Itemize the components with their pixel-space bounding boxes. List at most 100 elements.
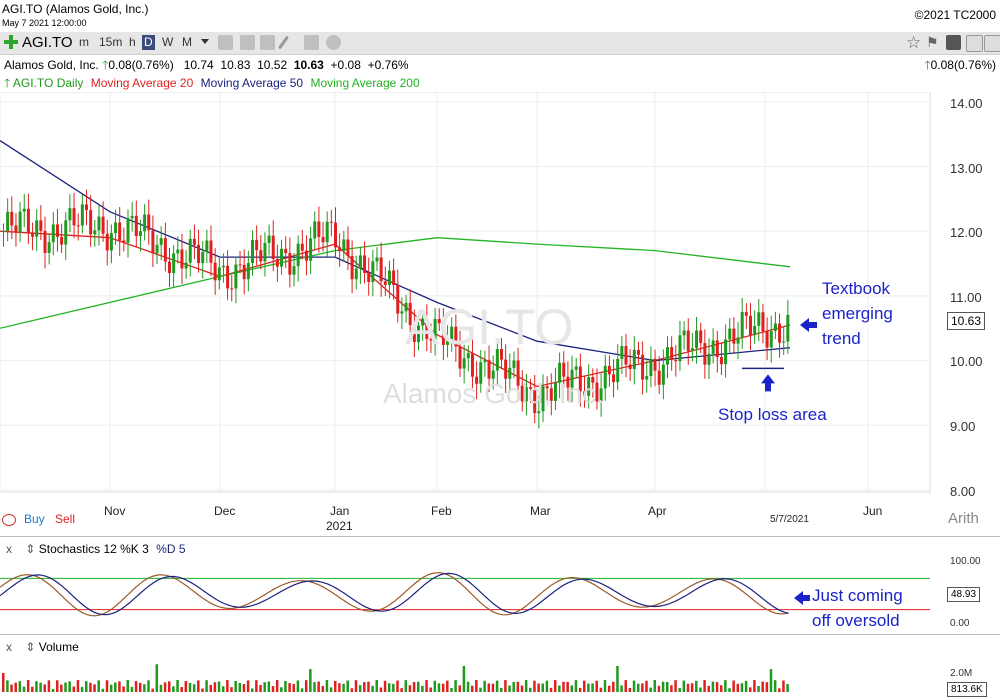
volume-bar [628,688,632,692]
volume-bar [641,683,644,692]
scale-label[interactable]: Arith [948,510,979,527]
note-icon[interactable] [304,35,319,50]
grid-icon[interactable] [260,35,275,50]
candle-body [80,204,84,226]
stoch-d-label[interactable]: %D 5 [156,542,186,556]
candle-body [217,267,221,281]
star-icon[interactable]: ☆ [906,33,922,52]
candle-body [97,216,101,231]
candle-body [387,270,391,285]
interval-d[interactable]: D [142,35,155,50]
minimize-icon[interactable] [966,35,983,52]
volume-bar [578,687,582,692]
volume-bar [255,680,258,692]
legend-series[interactable]: AGI.TO Daily [12,76,84,90]
add-symbol-icon[interactable] [4,35,18,49]
current-date-label: 5/7/2021 [770,514,809,525]
buy-button[interactable]: Buy [24,512,45,526]
volume-bar [80,686,84,692]
interval-mo[interactable]: M [182,35,192,49]
volume-bar [645,680,648,692]
volume-bar [620,685,623,692]
series-line-moving-average-200 [0,237,791,329]
candle-body [508,367,512,379]
candle-body [603,365,607,389]
volume-bar [97,680,100,692]
interval-dropdown-icon[interactable] [201,39,209,44]
volume-tick: 2.0M [950,668,973,679]
candle-body [288,253,292,275]
candle-body [753,325,757,336]
candle-body [172,253,176,274]
volume-bar [744,680,748,692]
candle-body [358,255,362,269]
price-tick: 13.00 [950,161,983,176]
volume-bar [72,686,76,692]
candle-body [209,240,213,263]
candle-body [213,262,217,281]
candle-body [583,391,586,396]
quote-change-pct: 0.08(0.76%) [108,58,174,72]
draw-icon[interactable] [277,35,290,50]
share-icon[interactable] [946,35,961,50]
candle-body [740,312,744,338]
candle-body [641,354,645,380]
trade-icon[interactable] [2,514,16,526]
stochastics-chart[interactable] [0,560,1000,632]
candle-body [192,238,196,245]
candle-body [47,242,51,253]
candle-body [2,231,5,233]
volume-bar [317,681,320,692]
volume-bar [433,680,437,692]
annotation-line: off oversold [812,611,900,630]
interval-m[interactable]: m [79,35,89,49]
legend: 🡑 AGI.TO Daily Moving Average 20 Moving … [4,74,420,95]
volume-bar [201,688,204,692]
candle-body [670,347,674,360]
legend-ma50[interactable]: Moving Average 50 [200,76,304,90]
chart-type-icon[interactable] [218,35,233,50]
candle-body [105,233,109,251]
volume-bar [89,682,92,692]
candle-body [699,330,703,344]
volume-bar [371,685,374,692]
legend-ma20[interactable]: Moving Average 20 [90,76,194,90]
candle-body [607,365,611,375]
volume-label[interactable]: Volume [38,640,79,654]
volume-bar [259,684,262,692]
flag-icon[interactable]: ⚑ [926,34,939,50]
quote-right-change: 0.08(0.76%) [930,58,996,72]
interval-15m[interactable]: 15m [99,35,123,49]
volume-bar [512,681,515,692]
stoch-label[interactable]: Stochastics 12 %K 3 [38,542,149,556]
stoch-header: x ⇕ Stochastics 12 %K 3 %D 5 [6,542,186,556]
settings-icon[interactable] [326,35,341,50]
candle-body [715,340,719,358]
volume-chart[interactable] [0,656,1000,700]
close-icon[interactable]: x [6,542,12,556]
move-icon[interactable]: ⇕ [25,542,36,556]
indicator-icon[interactable] [240,35,255,50]
move-icon[interactable]: ⇕ [25,640,36,654]
volume-bar [387,683,391,692]
volume-bar [47,680,51,692]
volume-bar [325,680,329,692]
close-icon[interactable]: x [6,640,12,654]
volume-bar [342,683,345,692]
volume-bar [39,682,42,692]
candle-body [342,239,346,252]
maximize-icon[interactable] [984,35,1000,52]
volume-bar [85,681,88,692]
symbol-field[interactable]: AGI.TO [22,34,73,51]
candle-body [466,353,470,359]
candle-body [761,312,765,332]
volume-bar [155,664,159,692]
candle-body [263,242,267,262]
volume-bar [728,688,731,692]
interval-h[interactable]: h [129,35,136,49]
annotation-textbook: Textbook emerging trend [822,276,893,351]
price-chart[interactable] [0,92,1000,502]
interval-w[interactable]: W [162,35,174,49]
legend-ma200[interactable]: Moving Average 200 [310,76,420,90]
sell-button[interactable]: Sell [55,512,76,526]
